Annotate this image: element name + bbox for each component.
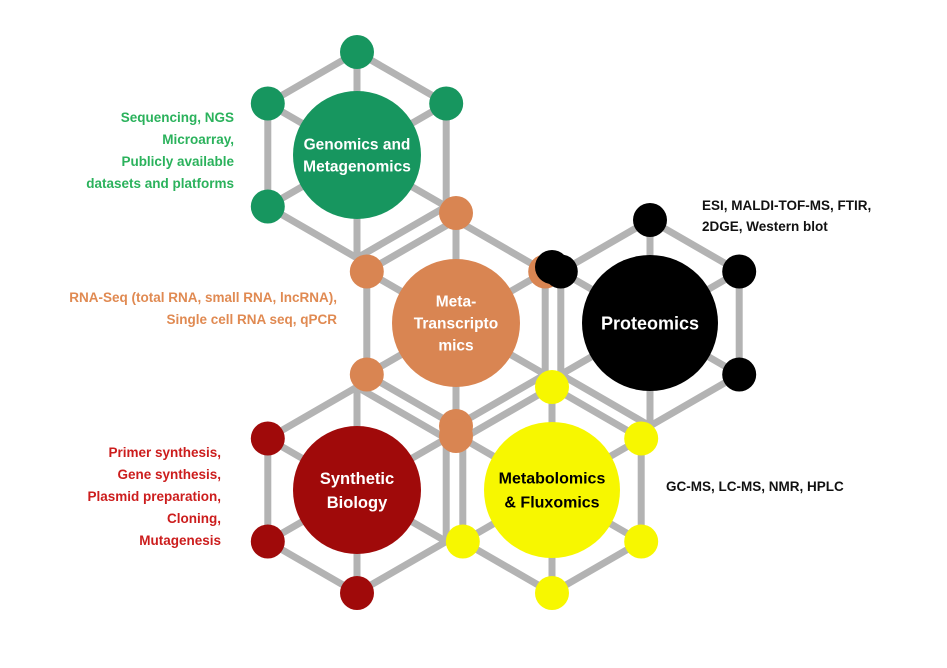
vertex-node-synthetic-0 [250, 421, 285, 456]
annotation-synthetic-line-0: Primer synthesis, [108, 445, 221, 460]
annotation-synthetic-line-2: Plasmid preparation, [87, 489, 221, 504]
vertex-node-transcriptomics-2 [349, 357, 384, 392]
annotation-proteomics-line-1: 2DGE, Western blot [702, 219, 828, 234]
hub-circle-proteomics [582, 255, 718, 391]
vertex-node-metabolomics-0 [535, 370, 569, 404]
hub-label-transcriptomics-line-2: mics [438, 337, 473, 354]
vertex-node-proteomics-0 [633, 203, 667, 237]
annotation-transcriptomics: RNA-Seq (total RNA, small RNA, lncRNA), S… [69, 290, 337, 327]
vertex-node-proteomics-1 [722, 254, 757, 289]
annotation-synthetic-line-3: Cloning, [167, 511, 221, 526]
hub-genomics: Genomics and Metagenomics [293, 91, 421, 219]
annotation-genomics: Sequencing, NGS Microarray, Publicly avail… [86, 110, 234, 191]
hub-label-genomics-line-1: Metagenomics [303, 158, 411, 175]
hub-transcriptomics: Meta- Transcripto mics [392, 259, 520, 387]
vertex-node-metabolomics-4 [445, 524, 480, 559]
annotation-synthetic: Primer synthesis, Gene synthesis, Plasmid … [87, 445, 221, 548]
vertex-node-metabolomics-1 [624, 421, 659, 456]
hub-circle-metabolomics [484, 422, 620, 558]
hub-label-synthetic-line-1: Biology [327, 494, 388, 512]
omics-hubs: Genomics and Metagenomics Meta- Transcripto… [293, 91, 718, 558]
annotation-genomics-line-2: Publicly available [121, 154, 234, 169]
hub-circle-transcriptomics [392, 259, 520, 387]
vertex-node-transcriptomics-1 [349, 254, 384, 289]
annotation-genomics-line-1: Microarray, [162, 132, 234, 147]
annotation-genomics-line-0: Sequencing, NGS [121, 110, 234, 125]
annotation-transcriptomics-line-1: Single cell RNA seq, qPCR [166, 312, 337, 327]
hub-label-proteomics-line-0: Proteomics [601, 313, 699, 333]
annotation-transcriptomics-line-0: RNA-Seq (total RNA, small RNA, lncRNA), [69, 290, 337, 305]
vertex-node-metabolomics-2 [624, 524, 659, 559]
hub-label-metabolomics-line-0: Metabolomics [499, 471, 606, 488]
technique-annotations: Sequencing, NGS Microarray, Publicly avail… [69, 110, 871, 548]
vertex-node-synthetic-1 [250, 524, 285, 559]
hub-synthetic: Synthetic Biology [293, 426, 421, 554]
vertex-node-genomics-2 [250, 86, 285, 121]
vertex-node-proteomics-3 [722, 357, 757, 392]
vertex-node-genomics-0 [340, 35, 374, 69]
hub-label-genomics-line-0: Genomics and [304, 136, 411, 153]
annotation-metabolomics-line-0: GC-MS, LC-MS, NMR, HPLC [666, 479, 844, 494]
vertex-node-transcriptomics-bottom-right [439, 419, 473, 453]
hub-label-transcriptomics-line-0: Meta- [436, 293, 476, 310]
vertex-node-genomics-1 [429, 86, 464, 121]
annotation-synthetic-line-4: Mutagenesis [139, 533, 221, 548]
hub-proteomics: Proteomics [582, 255, 718, 391]
hub-circle-synthetic [293, 426, 421, 554]
hub-circle-genomics [293, 91, 421, 219]
vertex-node-synthetic-2 [340, 576, 374, 610]
vertex-nodes [250, 35, 757, 610]
vertex-node-genomics-3 [250, 189, 285, 224]
vertex-node-transcriptomics-top [439, 196, 473, 230]
vertex-node-metabolomics-3 [535, 576, 569, 610]
annotation-metabolomics: GC-MS, LC-MS, NMR, HPLC [666, 479, 844, 494]
hub-label-metabolomics-line-1: & Fluxomics [504, 495, 599, 512]
hub-label-transcriptomics-line-1: Transcripto [414, 315, 498, 332]
hub-label-synthetic-line-0: Synthetic [320, 470, 394, 488]
annotation-genomics-line-3: datasets and platforms [86, 176, 234, 191]
vertex-node-metabolomics-left [535, 250, 569, 284]
annotation-proteomics-line-0: ESI, MALDI-TOF-MS, FTIR, [702, 198, 871, 213]
hub-metabolomics: Metabolomics & Fluxomics [484, 422, 620, 558]
annotation-proteomics: ESI, MALDI-TOF-MS, FTIR, 2DGE, Western bl… [702, 198, 871, 234]
annotation-synthetic-line-1: Gene synthesis, [117, 467, 221, 482]
